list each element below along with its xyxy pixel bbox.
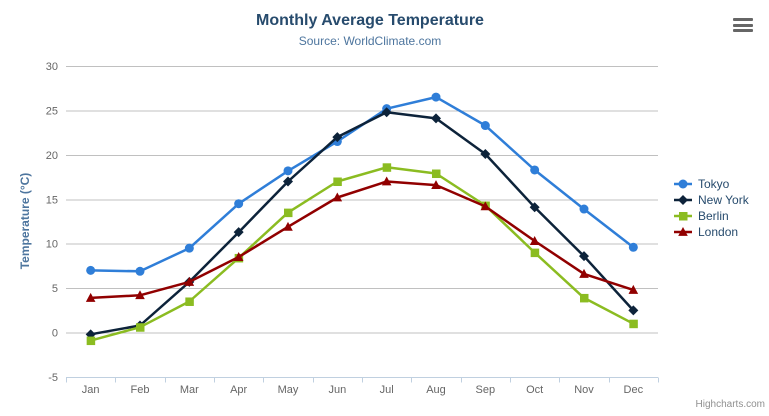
data-point-new-york[interactable] bbox=[233, 227, 244, 238]
data-point-berlin[interactable] bbox=[185, 297, 194, 306]
data-point-new-york[interactable] bbox=[283, 176, 293, 187]
data-point-berlin[interactable] bbox=[530, 248, 540, 258]
data-point-berlin[interactable] bbox=[333, 177, 342, 187]
x-axis-label: Dec bbox=[624, 384, 644, 396]
data-point-london[interactable] bbox=[381, 176, 392, 186]
data-point-new-york[interactable] bbox=[332, 132, 343, 143]
x-axis-label: Nov bbox=[574, 384, 594, 396]
diamond-marker-icon bbox=[674, 195, 692, 205]
data-point-berlin[interactable] bbox=[86, 336, 96, 346]
y-axis-label: 0 bbox=[52, 328, 58, 340]
data-point-berlin[interactable] bbox=[136, 323, 145, 332]
series-line-berlin bbox=[89, 166, 635, 342]
data-point-tokyo[interactable] bbox=[579, 204, 589, 214]
triangle-marker-glyph bbox=[678, 227, 688, 236]
hamburger-icon bbox=[733, 18, 753, 32]
data-point-london[interactable] bbox=[283, 221, 293, 231]
data-point-new-york[interactable] bbox=[381, 107, 392, 118]
data-point-tokyo[interactable] bbox=[283, 166, 293, 176]
y-axis-label: 20 bbox=[46, 150, 58, 162]
square-marker-glyph bbox=[679, 212, 688, 221]
x-axis-label: Jul bbox=[380, 384, 394, 396]
data-point-london[interactable] bbox=[233, 252, 244, 261]
legend-item-tokyo[interactable]: Tokyo bbox=[674, 176, 749, 192]
circle-marker-icon bbox=[674, 179, 692, 189]
data-point-london[interactable] bbox=[85, 292, 96, 302]
triangle-marker-icon bbox=[674, 227, 692, 236]
y-axis-label: 15 bbox=[46, 194, 58, 206]
legend-item-london[interactable]: London bbox=[674, 224, 749, 240]
data-point-berlin[interactable] bbox=[629, 319, 638, 329]
data-point-london[interactable] bbox=[628, 284, 639, 294]
data-point-london[interactable] bbox=[135, 290, 145, 300]
series-line-london bbox=[89, 180, 635, 300]
x-axis-label: Feb bbox=[131, 384, 150, 396]
y-axis-label: -5 bbox=[48, 372, 58, 384]
x-axis-label: Aug bbox=[426, 384, 446, 396]
series-line-tokyo bbox=[89, 95, 635, 273]
x-axis-label: Jan bbox=[82, 384, 100, 396]
circle-marker-glyph bbox=[678, 179, 688, 189]
data-point-london[interactable] bbox=[480, 201, 491, 211]
data-point-tokyo[interactable] bbox=[431, 92, 441, 102]
series-line-new-york bbox=[89, 110, 635, 336]
data-point-berlin[interactable] bbox=[580, 293, 589, 303]
legend-label: London bbox=[698, 225, 739, 239]
data-point-new-york[interactable] bbox=[529, 202, 540, 213]
x-axis-label: May bbox=[278, 384, 299, 396]
y-axis-label: 5 bbox=[52, 283, 58, 295]
y-axis-label: 30 bbox=[46, 61, 58, 73]
legend-label: Berlin bbox=[698, 209, 729, 223]
data-point-london[interactable] bbox=[184, 276, 195, 286]
data-point-new-york[interactable] bbox=[480, 148, 491, 159]
legend: Tokyo New York Berlin London bbox=[674, 176, 749, 240]
data-point-tokyo[interactable] bbox=[530, 165, 540, 175]
x-axis-label: Mar bbox=[180, 384, 199, 396]
data-point-berlin[interactable] bbox=[432, 169, 441, 179]
x-axis-label: Oct bbox=[526, 384, 543, 396]
data-point-new-york[interactable] bbox=[628, 305, 639, 316]
data-point-tokyo[interactable] bbox=[234, 199, 244, 209]
data-point-london[interactable] bbox=[529, 236, 540, 245]
data-point-london[interactable] bbox=[579, 268, 589, 278]
x-axis-label: Jun bbox=[328, 384, 346, 396]
data-point-new-york[interactable] bbox=[579, 251, 589, 262]
y-axis-label: 10 bbox=[46, 239, 58, 251]
data-point-tokyo[interactable] bbox=[184, 243, 194, 253]
diamond-marker-glyph bbox=[678, 195, 688, 205]
legend-item-berlin[interactable]: Berlin bbox=[674, 208, 749, 224]
data-point-new-york[interactable] bbox=[431, 113, 441, 124]
credits-link[interactable]: Highcharts.com bbox=[695, 399, 765, 410]
data-point-london[interactable] bbox=[332, 192, 343, 202]
legend-label: Tokyo bbox=[698, 177, 730, 191]
data-point-tokyo[interactable] bbox=[135, 266, 145, 276]
data-point-tokyo[interactable] bbox=[628, 242, 638, 252]
data-point-london[interactable] bbox=[431, 180, 441, 189]
x-axis-label: Sep bbox=[476, 384, 496, 396]
y-axis-label: 25 bbox=[46, 105, 58, 117]
x-axis-label: Apr bbox=[230, 384, 247, 396]
data-point-berlin[interactable] bbox=[382, 163, 392, 172]
data-point-tokyo[interactable] bbox=[480, 121, 490, 131]
context-menu-button[interactable] bbox=[730, 14, 756, 36]
data-point-tokyo[interactable] bbox=[86, 265, 96, 275]
legend-item-new-york[interactable]: New York bbox=[674, 192, 749, 208]
data-point-berlin[interactable] bbox=[284, 208, 293, 218]
legend-label: New York bbox=[698, 193, 749, 207]
square-marker-icon bbox=[674, 212, 692, 221]
